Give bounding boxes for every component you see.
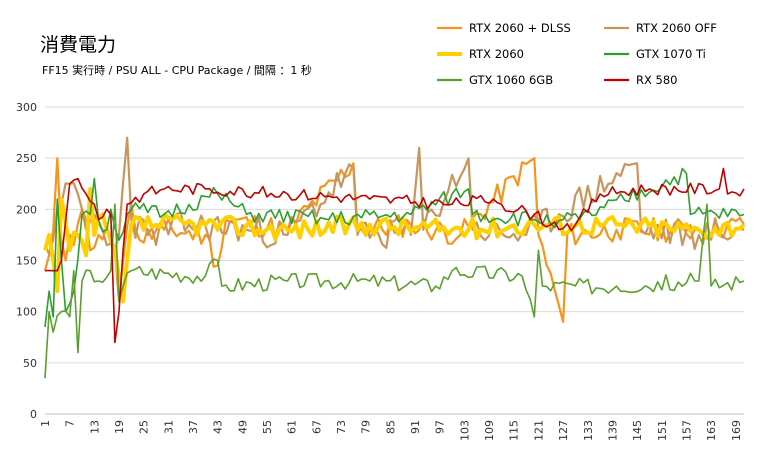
x-tick-label: 73 (335, 420, 348, 434)
x-tick-label: 103 (458, 420, 471, 441)
x-tick-label: 7 (64, 420, 77, 427)
x-tick-label: 31 (162, 420, 175, 434)
x-axis: 1 7 13 19 25 31 37 43 49 55 61 67 73 79 85 91 97 103 109 11… (39, 413, 744, 441)
series-lines (43, 136, 746, 379)
x-tick-label: 157 (680, 420, 693, 441)
legend-label-2: RTX 2060 (469, 47, 524, 61)
x-tick-label: 163 (705, 420, 718, 441)
x-tick-label: 55 (261, 420, 274, 434)
x-tick-label: 49 (236, 420, 249, 434)
chart-title: 消費電力 (40, 34, 116, 56)
x-tick-label: 13 (88, 420, 101, 434)
y-axis: 0 50 100 150 200 250 300 (16, 101, 37, 421)
y-tick-label: 0 (30, 408, 37, 421)
y-tick-label: 300 (16, 101, 37, 114)
x-tick-label: 109 (483, 420, 496, 441)
x-tick-label: 151 (656, 420, 669, 441)
y-tick-label: 150 (16, 255, 37, 268)
x-tick-label: 115 (508, 420, 521, 441)
y-tick-label: 100 (16, 306, 37, 319)
chart-subtitle: FF15 実行時 / PSU ALL - CPU Package / 間隔 ：1… (42, 63, 312, 77)
series-line-3 (44, 167, 745, 328)
x-tick-label: 79 (360, 420, 373, 434)
legend-label-3: GTX 1070 Ti (636, 47, 706, 61)
legend-label-4: GTX 1060 6GB (469, 73, 553, 87)
x-tick-label: 43 (212, 420, 225, 434)
y-tick-label: 200 (16, 203, 37, 216)
x-tick-label: 139 (606, 420, 619, 441)
x-tick-label: 121 (532, 420, 545, 441)
series-line-5 (44, 167, 745, 344)
legend: RTX 2060 + DLSS RTX 2060 OFF RTX 2060 GTX 1… (437, 21, 717, 87)
x-tick-label: 1 (39, 420, 52, 427)
x-tick-label: 91 (409, 420, 422, 434)
x-tick-label: 127 (557, 420, 570, 441)
legend-label-5: RX 580 (636, 73, 677, 87)
x-tick-label: 85 (384, 420, 397, 434)
gridlines (45, 106, 744, 415)
x-tick-label: 145 (631, 420, 644, 441)
y-tick-label: 50 (23, 357, 37, 370)
x-tick-label: 97 (434, 420, 447, 434)
x-tick-label: 133 (582, 420, 595, 441)
legend-label-1: RTX 2060 OFF (636, 21, 717, 35)
x-tick-label: 25 (138, 420, 151, 434)
y-tick-label: 250 (16, 152, 37, 165)
series-line-4 (44, 203, 745, 379)
x-tick-label: 37 (187, 420, 200, 434)
x-tick-label: 67 (310, 420, 323, 434)
x-tick-label: 61 (286, 420, 299, 434)
x-tick-label: 169 (730, 420, 743, 441)
x-tick-label: 19 (113, 420, 126, 434)
series-line-2 (43, 186, 746, 304)
legend-label-0: RTX 2060 + DLSS (469, 21, 571, 35)
